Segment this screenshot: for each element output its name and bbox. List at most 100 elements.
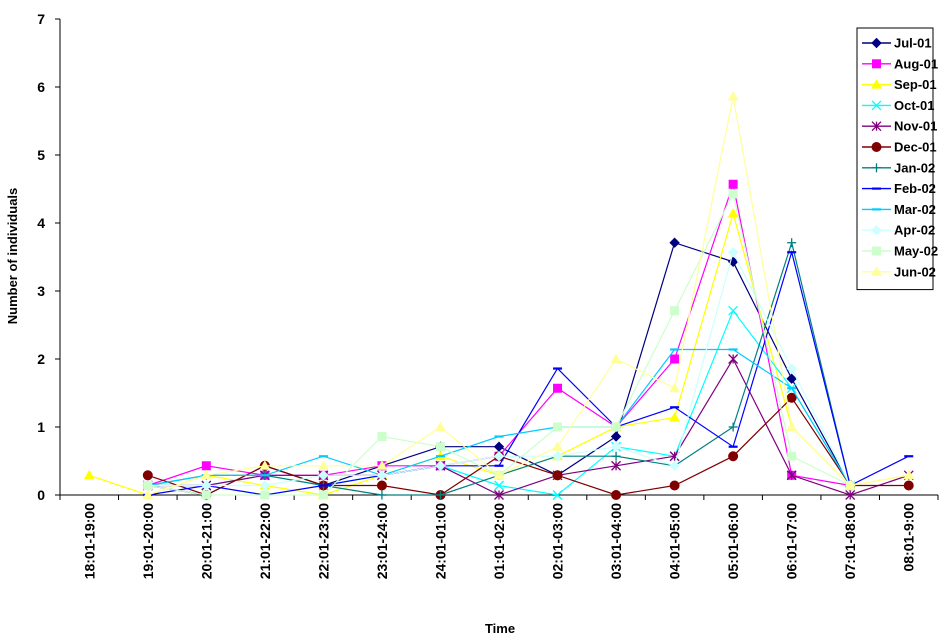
legend-label: Sep-01 [894, 77, 937, 92]
data-point [201, 490, 211, 500]
data-point [727, 91, 739, 101]
x-tick-label: 02:01-03:00 [550, 503, 566, 579]
legend-label: Jun-02 [894, 264, 936, 279]
data-point [435, 421, 446, 431]
data-point [903, 480, 914, 491]
legend-item-jul-01: Jul-01 [862, 36, 932, 51]
x-tick-label: 24:01-01:00 [432, 503, 448, 579]
data-point [318, 490, 328, 500]
marker-stroke [552, 490, 563, 500]
data-point [435, 490, 445, 500]
data-point [728, 354, 739, 364]
data-point [376, 480, 387, 491]
legend-label: Dec-01 [894, 140, 937, 155]
data-point [844, 479, 856, 490]
legend-item-jun-02: Jun-02 [862, 264, 936, 279]
series-line-nov-01 [147, 357, 909, 496]
legend: Jul-01 Aug-01 Sep-01 Oct-01 Nov-01 Dec-01 Jan-… [856, 27, 938, 291]
data-point [142, 470, 153, 481]
data-point [376, 470, 388, 481]
data-point [903, 469, 915, 480]
y-tick-label: 4 [37, 215, 45, 231]
legend-item-nov-01: Nov-01 [862, 119, 937, 134]
x-tick-label: 23:01-24:00 [374, 503, 390, 579]
data-point [786, 470, 797, 481]
data-point [552, 441, 563, 451]
data-point [611, 422, 621, 432]
legend-marker [872, 246, 881, 256]
data-point [318, 470, 329, 481]
legend-marker [872, 59, 881, 69]
data-point [493, 451, 505, 462]
series-line-jun-02 [147, 96, 909, 496]
data-point [670, 354, 680, 364]
legend-item-apr-02: Apr-02 [862, 223, 935, 238]
data-point [727, 207, 739, 218]
data-point [786, 363, 797, 374]
data-point [376, 460, 388, 470]
data-point [786, 373, 797, 384]
data-point [200, 469, 212, 480]
data-point [670, 306, 680, 316]
data-point [201, 461, 211, 471]
x-tick-label: 22:01-23:00 [315, 503, 331, 579]
legend-item-sep-01: Sep-01 [862, 77, 937, 92]
legend-label: May-02 [894, 244, 938, 259]
legend-item-feb-02: Feb-02 [862, 181, 936, 196]
data-point [845, 490, 856, 500]
data-point [552, 490, 563, 500]
data-point [610, 431, 622, 442]
legend-label: Jul-01 [894, 36, 932, 51]
legend-marker [871, 79, 882, 89]
data-point [786, 392, 797, 403]
data-point [552, 470, 563, 481]
x-tick-label: 08:01-9:00 [901, 503, 917, 572]
x-tick-label: 18:01-19:00 [81, 503, 97, 579]
legend-label: Jan-02 [894, 160, 935, 175]
data-point [142, 489, 154, 499]
legend-label: Apr-02 [894, 223, 935, 238]
legend-item-mar-02: Mar-02 [862, 202, 936, 217]
data-point [611, 460, 622, 471]
data-point [259, 480, 271, 491]
data-point [610, 441, 622, 452]
x-tick-label: 19:01-20:00 [140, 503, 156, 579]
y-tick-label: 3 [37, 283, 45, 299]
legend-label: Nov-01 [894, 119, 937, 134]
data-point [435, 460, 446, 471]
data-point [728, 179, 738, 189]
data-point [553, 422, 563, 432]
data-point [728, 305, 739, 316]
x-tick-label: 03:01-04:00 [608, 503, 624, 579]
x-tick-label: 07:01-08:00 [842, 503, 858, 579]
data-point [494, 480, 504, 491]
data-point [669, 411, 680, 422]
data-point [143, 480, 153, 490]
data-point [494, 490, 504, 500]
legend-marker [871, 37, 882, 49]
data-point [318, 460, 329, 470]
data-point [669, 480, 680, 491]
data-point [435, 442, 445, 452]
x-tick-label: 05:01-06:00 [725, 503, 741, 579]
legend-item-may-02: May-02 [862, 244, 938, 259]
legend-marker [871, 100, 882, 111]
marker-stroke [728, 305, 739, 316]
legend-item-aug-01: Aug-01 [862, 56, 938, 71]
x-tick-label: 21:01-22:00 [257, 503, 273, 579]
y-axis-title: Number of individuals [5, 188, 20, 325]
legend-marker [871, 121, 882, 132]
data-point [669, 237, 680, 248]
data-point [553, 383, 563, 393]
legend-marker [871, 142, 882, 152]
plot-area [60, 19, 938, 495]
marker-stroke [494, 480, 504, 491]
y-tick-label: 7 [37, 11, 45, 27]
legend-label: Mar-02 [894, 202, 936, 217]
series-group [83, 91, 915, 501]
series-line-feb-02 [147, 249, 909, 496]
y-tick-label: 1 [37, 419, 45, 435]
data-point [201, 480, 212, 491]
y-axis: 0 1 2 3 4 5 6 7 [37, 11, 61, 503]
data-point [728, 422, 738, 432]
